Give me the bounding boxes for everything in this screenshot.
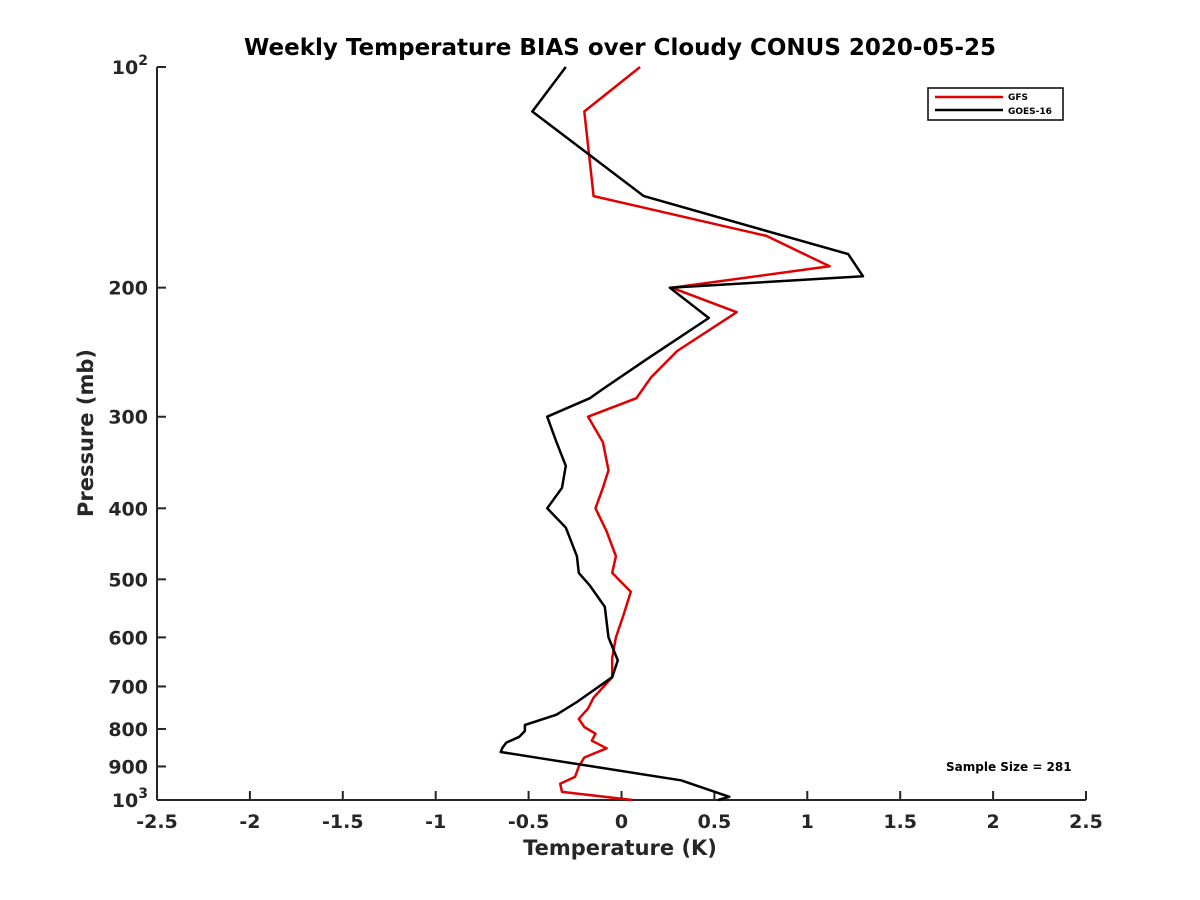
legend-box: [927, 87, 1064, 121]
sample-size-annotation: Sample Size = 281: [946, 760, 1072, 774]
y-tick-label: 200: [108, 278, 148, 300]
chart-title: Weekly Temperature BIAS over Cloudy CONU…: [244, 35, 996, 61]
series-line-goes16: [499, 66, 865, 802]
legend-label-gfs: GFS: [1008, 93, 1028, 103]
legend-label-goes16: GOES-16: [1008, 107, 1052, 117]
y-tick-label: 600: [108, 627, 148, 649]
x-tick-label: -0.5: [508, 811, 550, 833]
x-tick-label: -1.5: [322, 811, 364, 833]
x-tick-label: 2: [986, 811, 999, 833]
y-axis-label: Pressure (mb): [74, 349, 98, 517]
y-tick-base: 10: [112, 790, 138, 812]
y-tick-label: 102: [112, 53, 148, 79]
legend: GFS GOES-16: [927, 87, 1064, 121]
x-tick-label: 1.5: [883, 811, 917, 833]
x-ticks: -2.5 -2 -1.5 -1 -0.5 0 0.5 1 1.5 2 2.5: [136, 791, 1103, 833]
y-tick-label: 300: [108, 407, 148, 429]
series-line-gfs: [558, 66, 831, 802]
x-tick-label: -2.5: [136, 811, 178, 833]
y-tick-label: 700: [108, 676, 148, 698]
x-axis-label: Temperature (K): [523, 836, 717, 860]
x-tick-label: 1: [801, 811, 814, 833]
y-tick-label: 500: [108, 569, 148, 591]
series-lines: [499, 66, 865, 802]
y-tick-exponent: 3: [138, 786, 148, 802]
y-tick-exponent: 2: [138, 53, 148, 69]
y-tick-label: 103: [112, 786, 148, 812]
x-tick-label: 2.5: [1069, 811, 1103, 833]
y-tick-label: 400: [108, 498, 148, 520]
x-tick-label: -2: [239, 811, 260, 833]
y-tick-label: 800: [108, 719, 148, 741]
x-tick-label: 0: [615, 811, 628, 833]
x-tick-label: -1: [425, 811, 446, 833]
y-tick-base: 10: [112, 57, 138, 79]
y-tick-label: 900: [108, 756, 148, 778]
x-tick-label: 0.5: [698, 811, 732, 833]
plot-area: -2.5 -2 -1.5 -1 -0.5 0 0.5 1 1.5 2 2.5 10220030040…: [108, 53, 1103, 833]
